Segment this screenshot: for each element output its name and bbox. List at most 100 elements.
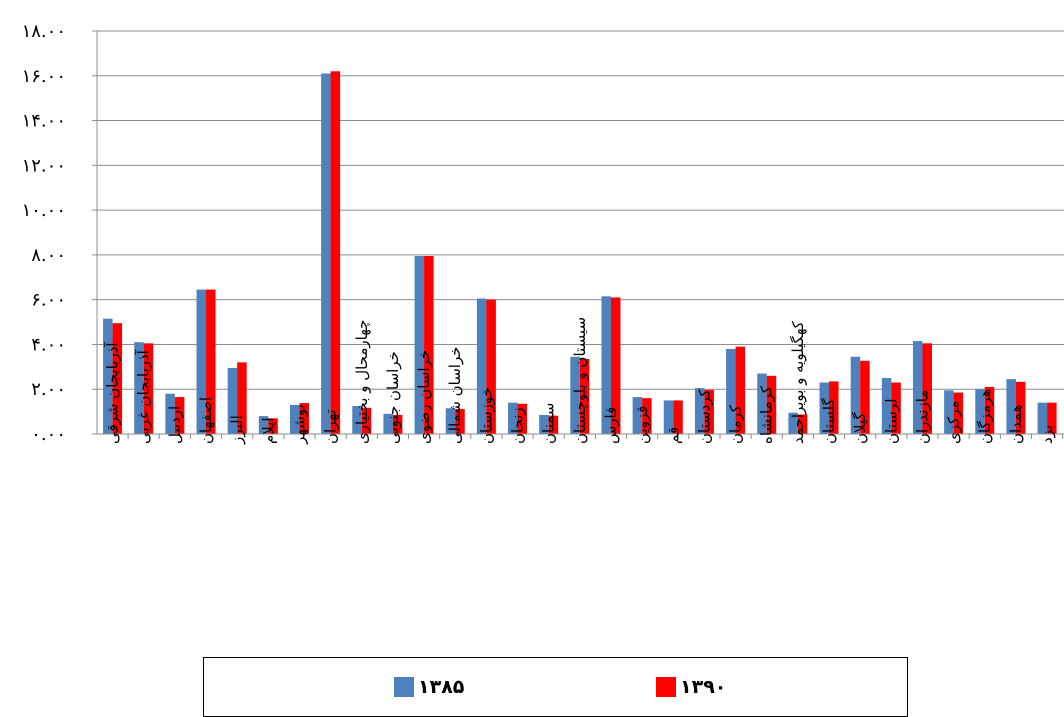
bar-s2-0	[112, 323, 123, 434]
x-tick-label: خراسان جنوبی	[384, 351, 402, 444]
x-tick-label: کرمان	[727, 404, 745, 444]
bar-s1-7	[321, 73, 331, 435]
x-tick-label: قم	[664, 427, 682, 444]
x-tick-label: آذربایجان شرقی	[104, 342, 122, 444]
bar-s2-18	[673, 400, 683, 434]
bar-s1-9	[383, 413, 393, 434]
legend-label-1390: ۱۳۹۰	[680, 676, 727, 698]
bar-s2-5	[268, 418, 278, 434]
bar-s1-20	[726, 348, 736, 434]
bar-s2-2	[174, 397, 185, 434]
x-tick-label: کهگیلویه و بویراحمد	[789, 320, 807, 444]
bar-s2-26	[922, 343, 932, 434]
bar-s2-10	[424, 256, 434, 434]
bar-s2-22	[797, 414, 808, 434]
y-tick-label: ۱۰.۰۰	[22, 200, 66, 221]
bar-s1-25	[881, 378, 892, 434]
bar-s2-20	[735, 346, 746, 434]
bar-s1-14	[539, 414, 549, 434]
legend-swatch-1385	[394, 677, 414, 697]
gridlines	[97, 30, 1064, 390]
x-tick-label: خراسان رضوی	[415, 350, 433, 444]
bar-s1-17	[632, 397, 643, 434]
legend-swatch-1390	[656, 677, 676, 697]
bar-s2-6	[299, 403, 309, 434]
bar-s2-14	[548, 415, 559, 434]
y-tick-label: ۸.۰۰	[31, 245, 66, 266]
x-tick-label: خوزستان	[477, 387, 495, 444]
axes	[92, 30, 1064, 439]
bar-s2-28	[984, 386, 995, 434]
bar-s1-0	[103, 318, 113, 434]
y-tick-label: ۱۸.۰۰	[22, 21, 66, 42]
bar-s2-17	[642, 398, 652, 434]
x-tick-label: کردستان	[695, 388, 713, 444]
bar-s1-29	[1006, 379, 1016, 434]
bar-s1-1	[134, 342, 144, 434]
bar-s2-21	[766, 375, 777, 434]
y-tick-labels: ۰.۰۰ ۲.۰۰ ۴.۰۰ ۶.۰۰ ۸.۰۰ ۱۰.۰۰ ۱۲.۰۰ ۱۴.۰۰ ۱۶.۰۰…	[22, 21, 66, 445]
y-tick-label: ۲.۰۰	[31, 379, 66, 400]
y-tick-label: ۴.۰۰	[31, 334, 66, 355]
bar-s1-13	[508, 402, 518, 434]
x-tick-labels: آذربایجان شرقی آذربایجان غربی اردبیل اصفهان…	[104, 317, 1056, 445]
bar-s2-11	[455, 408, 465, 434]
bar-s2-7	[330, 71, 341, 435]
legend-label-1385: ۱۳۸۵	[418, 676, 465, 698]
bar-s1-27	[944, 390, 954, 434]
bar-s1-8	[352, 406, 362, 434]
x-tick-label: گیلان	[851, 412, 869, 444]
bar-s1-4	[227, 367, 238, 434]
bar-s1-15	[570, 356, 580, 434]
x-tick-label: چهارمحال و بختیاری	[353, 320, 371, 444]
x-tick-label: بوشهر	[290, 404, 308, 445]
bar-s1-6	[289, 404, 300, 434]
bar-s1-26	[912, 341, 923, 434]
bar-s2-19	[704, 389, 714, 434]
x-tick-label: همدان	[1007, 404, 1025, 444]
x-tick-label: اصفهان	[197, 397, 215, 444]
x-tick-label: زنجان	[509, 407, 527, 444]
bar-s1-28	[975, 389, 985, 434]
bar-s1-30	[1037, 402, 1048, 434]
x-tick-label: هرمزگان	[976, 389, 994, 444]
x-tick-label: اردبیل	[166, 406, 184, 444]
bar-s2-27	[953, 392, 964, 434]
x-tick-label: تهران	[322, 409, 340, 444]
y-tick-label: ۱۲.۰۰	[22, 155, 66, 176]
y-tick-label: ۱۴.۰۰	[22, 111, 66, 132]
y-tick-label: ۰.۰۰	[31, 424, 66, 445]
bar-s2-25	[891, 382, 901, 434]
bar-s2-12	[486, 299, 496, 434]
x-tick-label: لرستان	[882, 398, 900, 444]
y-tick-label: ۶.۰۰	[31, 290, 66, 311]
bar-s1-18	[663, 400, 674, 434]
x-tick-label: سیستان و بلوچستان	[571, 317, 589, 444]
x-tick-label: خراسان شمالی	[446, 346, 464, 444]
x-tick-label: گلستان	[820, 398, 838, 444]
bar-s2-9	[392, 414, 403, 434]
bar-s1-23	[819, 382, 830, 434]
bar-s2-24	[860, 360, 870, 434]
x-tick-label: سمنان	[540, 403, 558, 444]
x-tick-label: کرمانشاه	[758, 385, 776, 444]
x-tick-label: آذربایجان غربی	[135, 349, 153, 444]
bar-s1-11	[445, 408, 456, 434]
bar-s2-8	[361, 407, 372, 434]
bar-s1-2	[165, 393, 175, 434]
x-tick-label: البرز	[228, 415, 246, 445]
bars	[103, 71, 1057, 435]
bar-s2-30	[1047, 402, 1057, 434]
x-tick-label: قزوین	[633, 406, 651, 444]
bar-s1-12	[476, 298, 487, 434]
bar-s1-24	[850, 356, 861, 434]
legend-item-1385: ۱۳۸۵	[394, 676, 464, 698]
x-tick-label: ایلام	[259, 417, 277, 444]
bar-s1-21	[757, 373, 767, 434]
bar-s2-15	[579, 358, 590, 434]
bar-s2-16	[610, 297, 621, 434]
bar-s2-4	[237, 362, 247, 434]
x-tick-label: فارس	[602, 407, 620, 444]
